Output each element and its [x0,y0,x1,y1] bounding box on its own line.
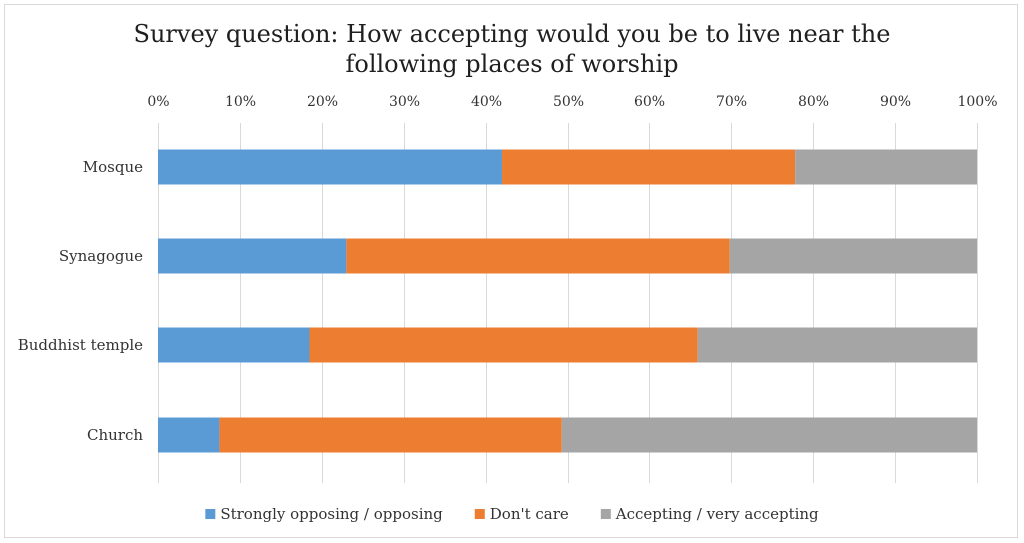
bar-segment [561,417,977,453]
legend-label: Accepting / very accepting [615,505,819,523]
x-tick-label: 30% [389,94,420,110]
legend-item: Strongly opposing / opposing [205,505,443,523]
legend-swatch [600,509,611,519]
x-tick-label: 70% [716,94,747,110]
category-label: Church [87,426,143,444]
bar-segment [309,327,698,363]
x-tick-label: 50% [553,94,584,110]
legend-item: Don't care [474,505,569,523]
category-labels: Mosque Synagogue Buddhist temple Church [18,158,144,444]
chart-title-line-1: Survey question: How accepting would you… [134,20,891,48]
legend-item: Accepting / very accepting [600,505,819,523]
x-axis-ticks: 0% 10% 20% 30% 40% 50% 60% 70% 80% 90% 100% [147,94,997,110]
x-tick-label: 90% [880,94,911,110]
bar-segment [219,417,562,453]
legend-label: Don't care [490,505,569,523]
bar-segment [697,327,977,363]
legend: Strongly opposing / opposing Don't care Ac… [205,505,819,523]
bar-segment [729,238,977,274]
x-tick-label: 80% [798,94,829,110]
bar-segment [501,149,796,185]
category-label: Mosque [83,158,143,176]
legend-label: Strongly opposing / opposing [220,505,443,523]
category-label: Buddhist temple [18,336,143,354]
bar-segment [158,238,347,274]
x-tick-label: 20% [307,94,338,110]
bar-segment [158,327,310,363]
bar-segment [346,238,730,274]
chart-title-line-2: following places of worship [346,50,679,78]
bar-segment [158,149,502,185]
category-label: Synagogue [59,247,143,265]
x-tick-label: 10% [225,94,256,110]
bar-segment [795,149,977,185]
x-tick-label: 40% [471,94,502,110]
bar-segments [158,149,977,453]
x-tick-label: 60% [634,94,665,110]
legend-swatch [474,509,485,519]
bar-segment [158,417,220,453]
x-tick-label: 100% [957,94,997,110]
legend-swatch [205,509,216,519]
x-tick-label: 0% [147,94,169,110]
